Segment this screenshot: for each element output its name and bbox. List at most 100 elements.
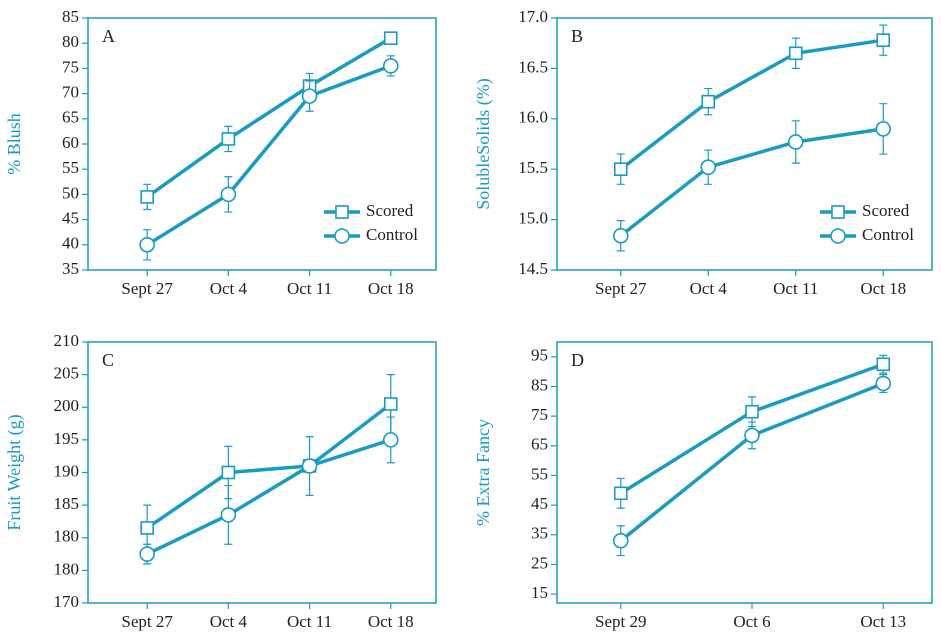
y-tick-label: 210 <box>54 331 80 350</box>
x-tick-label: Oct 18 <box>368 612 414 631</box>
y-tick-label: 17.0 <box>518 7 548 26</box>
square-marker <box>383 397 398 411</box>
x-tick-label: Oct 18 <box>860 279 906 298</box>
x-tick-label: Sept 27 <box>121 279 173 298</box>
x-tick-label: Oct 4 <box>210 279 248 298</box>
y-tick-label: 75 <box>531 405 548 424</box>
y-tick-label: 180 <box>54 527 80 546</box>
y-tick-label: 16.5 <box>518 57 548 76</box>
series-line <box>146 402 392 530</box>
square-marker <box>613 486 628 501</box>
x-tick-label: Sept 29 <box>595 612 646 631</box>
y-tick-label: 25 <box>531 553 548 572</box>
circle-marker <box>139 546 155 562</box>
square-marker <box>876 357 891 372</box>
plot-frame <box>556 341 933 604</box>
series-line <box>146 64 392 247</box>
series-line <box>146 36 392 199</box>
y-axis-title: % Blush <box>4 113 24 175</box>
square-marker <box>701 94 716 109</box>
x-tick-label: Oct 18 <box>368 279 414 298</box>
y-tick-label: 185 <box>54 494 80 513</box>
y-tick-label: 75 <box>62 57 79 76</box>
y-tick-label: 45 <box>62 209 79 228</box>
y-tick-label: 35 <box>531 524 548 543</box>
circle-marker <box>787 134 804 150</box>
panel-label: A <box>102 26 115 46</box>
panel-label: C <box>102 350 114 370</box>
y-tick-label: 170 <box>54 592 80 611</box>
y-tick-label: 55 <box>531 464 548 483</box>
plot-frame <box>556 17 933 271</box>
y-tick-label: 200 <box>54 396 80 415</box>
x-tick-label: Sept 27 <box>595 279 647 298</box>
y-tick-label: 55 <box>62 158 79 177</box>
y-tick-label: 85 <box>62 7 79 26</box>
square-marker <box>788 46 803 61</box>
y-tick-label: 60 <box>62 133 79 152</box>
x-tick-label: Oct 11 <box>287 612 332 631</box>
y-axis-title: SolubleSolids (%) <box>473 78 494 210</box>
y-tick-label: 190 <box>54 461 80 480</box>
legend-marker <box>334 228 350 244</box>
y-tick-label: 195 <box>54 429 80 448</box>
circle-marker <box>612 227 629 244</box>
y-axis-title: % Extra Fancy <box>473 419 493 526</box>
x-tick-label: Sept 27 <box>121 612 173 631</box>
y-tick-label: 15.5 <box>518 158 548 177</box>
x-tick-label: Oct 11 <box>773 279 818 298</box>
circle-marker <box>700 159 717 175</box>
series-line <box>146 438 392 556</box>
legend-marker <box>831 205 845 219</box>
square-marker <box>221 465 236 480</box>
series-line <box>619 38 884 171</box>
y-tick-label: 80 <box>62 32 79 51</box>
circle-marker <box>875 375 892 392</box>
y-axis-title: Fruit Weight (g) <box>4 414 25 530</box>
square-marker <box>140 190 154 204</box>
circle-marker <box>612 532 629 549</box>
legend-label: Control <box>366 225 418 244</box>
y-tick-label: 45 <box>531 494 548 513</box>
circle-marker <box>382 58 399 74</box>
circle-marker <box>220 186 237 203</box>
y-tick-label: 14.5 <box>518 259 548 278</box>
y-tick-label: 65 <box>62 108 79 127</box>
panel-label: D <box>571 350 584 370</box>
y-tick-label: 85 <box>531 375 548 394</box>
y-tick-label: 15 <box>531 583 548 602</box>
circle-marker <box>744 427 760 444</box>
y-tick-label: 95 <box>531 346 548 365</box>
square-marker <box>140 521 154 535</box>
y-tick-label: 16.0 <box>518 108 548 127</box>
y-tick-label: 180 <box>54 559 80 578</box>
y-tick-label: 70 <box>62 83 79 102</box>
circle-marker <box>220 507 237 523</box>
panel-label: B <box>571 26 583 46</box>
circle-marker <box>875 121 892 137</box>
square-marker <box>876 33 891 47</box>
x-tick-label: Oct 13 <box>860 612 906 631</box>
circle-marker <box>382 432 399 448</box>
plot-frame <box>87 341 437 604</box>
y-tick-label: 50 <box>62 183 79 202</box>
y-tick-label: 15.0 <box>518 209 548 228</box>
legend-marker <box>830 228 846 244</box>
x-tick-label: Oct 6 <box>733 612 770 631</box>
x-tick-label: Oct 4 <box>210 612 248 631</box>
square-marker <box>613 162 628 176</box>
legend-label: Scored <box>862 201 910 220</box>
y-tick-label: 205 <box>54 364 80 383</box>
legend-label: Scored <box>366 201 414 220</box>
circle-marker <box>139 237 155 253</box>
square-marker <box>221 132 236 146</box>
x-tick-label: Oct 11 <box>287 279 332 298</box>
legend-marker <box>335 205 349 219</box>
y-tick-label: 35 <box>62 259 79 278</box>
y-tick-label: 65 <box>531 435 548 454</box>
circle-marker <box>301 458 318 474</box>
legend-label: Control <box>862 225 914 244</box>
square-marker <box>383 31 398 45</box>
series-line <box>619 127 884 238</box>
